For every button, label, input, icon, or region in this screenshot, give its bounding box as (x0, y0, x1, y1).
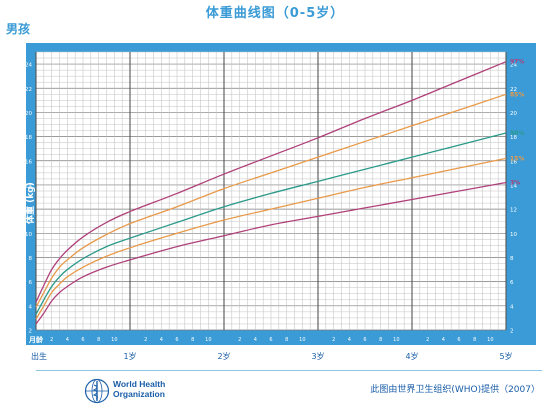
chart-title: 体重曲线图（0-5岁） (205, 6, 345, 21)
x-month-label: 10 (205, 337, 211, 343)
curve-p85 (35, 93, 507, 308)
y-tick-label: 16 (510, 159, 517, 165)
x-month-label: 4 (66, 337, 69, 343)
y-tick-label: 18 (25, 135, 32, 141)
y-tick-label: 12 (25, 208, 32, 214)
y-tick-label: 10 (510, 232, 517, 238)
y-tick-label: 14 (510, 183, 517, 189)
y-tick-label: 6 (29, 280, 33, 286)
x-month-label: 6 (363, 337, 366, 343)
x-month-label: 4 (348, 337, 351, 343)
x-month-label: 8 (191, 337, 194, 343)
y-tick-label: 14 (25, 183, 32, 189)
gender-label: 男孩 (6, 22, 31, 36)
x-month-label: 8 (285, 337, 288, 343)
x-month-label: 8 (473, 337, 476, 343)
y-tick-label: 8 (510, 256, 514, 262)
y-tick-label: 2 (29, 329, 33, 335)
x-month-label: 2 (426, 337, 429, 343)
x-corner-label: 月龄 (28, 335, 44, 344)
x-year-label: 1岁 (123, 351, 136, 361)
x-month-label: 10 (111, 337, 117, 343)
y-tick-label: 8 (29, 256, 33, 262)
y-tick-label: 18 (510, 135, 517, 141)
x-month-label: 4 (442, 337, 445, 343)
y-tick-label: 20 (510, 111, 517, 117)
y-tick-label: 24 (25, 63, 32, 69)
x-year-label: 2岁 (217, 351, 230, 361)
curve-p15 (35, 157, 507, 320)
x-month-label: 6 (457, 337, 460, 343)
y-tick-label: 12 (510, 208, 517, 214)
curve-p3 (35, 181, 507, 325)
x-month-label: 10 (487, 337, 493, 343)
y-tick-label: 22 (510, 87, 517, 93)
y-tick-label: 4 (29, 304, 33, 310)
series-label-p97: 97% (510, 59, 524, 66)
x-month-label: 4 (160, 337, 163, 343)
x-year-label: 5岁 (499, 351, 512, 361)
y-tick-label: 2 (510, 329, 514, 335)
x-year-label: 4岁 (405, 351, 418, 361)
x-month-label: 2 (144, 337, 147, 343)
x-month-label: 2 (332, 337, 335, 343)
source-note: 此图由世界卫生组织(WHO)提供（2007） (370, 385, 540, 395)
y-tick-label: 4 (510, 304, 514, 310)
who-org-name: World Health Organization (113, 379, 165, 399)
x-month-label: 8 (379, 337, 382, 343)
y-tick-label: 6 (510, 280, 514, 286)
series-label-p50: 50% (510, 130, 524, 137)
who-org-line1: World Health (113, 379, 166, 389)
series-label-p3: 3% (510, 180, 520, 187)
y-tick-label: 10 (25, 232, 32, 238)
curve-p97 (35, 61, 507, 303)
y-tick-label: 20 (25, 111, 32, 117)
x-year-label: 出生 (31, 351, 47, 361)
x-month-label: 2 (238, 337, 241, 343)
series-label-p85: 85% (510, 91, 524, 98)
x-month-label: 6 (175, 337, 178, 343)
x-month-label: 8 (97, 337, 100, 343)
x-year-label: 3岁 (311, 351, 324, 361)
y-axis-title: 体重 (kg) (24, 182, 36, 224)
x-month-label: 6 (269, 337, 272, 343)
series-label-p15: 15% (510, 155, 524, 162)
x-month-label: 2 (50, 337, 53, 343)
curve-p50 (35, 132, 507, 315)
y-tick-label: 24 (510, 63, 517, 69)
who-emblem-icon (84, 378, 110, 404)
x-month-label: 6 (81, 337, 84, 343)
y-tick-label: 16 (25, 159, 32, 165)
y-tick-label: 22 (25, 87, 32, 93)
x-month-label: 10 (299, 337, 305, 343)
x-month-label: 4 (254, 337, 257, 343)
who-org-line2: Organization (113, 389, 165, 399)
x-month-label: 10 (393, 337, 399, 343)
footer-rule (36, 370, 542, 371)
